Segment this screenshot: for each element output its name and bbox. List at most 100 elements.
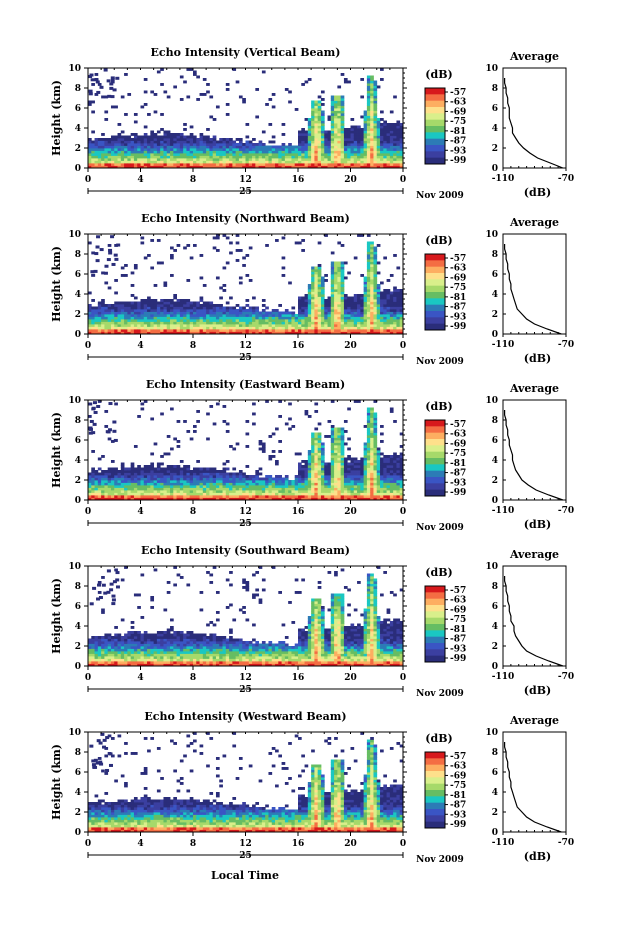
heatmap-cell xyxy=(380,138,384,141)
heatmap-cell xyxy=(353,495,358,498)
heatmap-cell xyxy=(160,467,164,471)
heatmap-cell xyxy=(366,311,371,315)
heatmap-cell xyxy=(186,487,191,491)
heatmap-cell xyxy=(255,490,260,493)
heatmap-cell xyxy=(284,153,289,156)
heatmap-cell xyxy=(366,425,371,428)
heatmap-cell xyxy=(183,487,187,491)
heatmap-cell xyxy=(94,163,99,166)
heatmap-cell xyxy=(127,487,132,491)
heatmap-cell xyxy=(284,329,289,332)
heatmap-cell xyxy=(140,314,145,317)
heatmap-cell xyxy=(147,490,151,493)
heatmap-cell xyxy=(373,432,378,436)
heatmap-cell xyxy=(314,276,319,280)
heatmap-cell xyxy=(376,140,381,144)
heatmap-cell xyxy=(357,160,361,164)
heatmap-cell xyxy=(88,291,92,295)
heatmap-cell xyxy=(304,309,309,312)
heatmap-cell xyxy=(97,495,102,498)
heatmap-cell xyxy=(265,324,269,327)
heatmap-cell xyxy=(212,246,217,250)
heatmap-cell xyxy=(271,487,276,491)
heatmap-cell xyxy=(245,432,250,436)
heatmap-cell xyxy=(353,153,358,156)
heatmap-cell xyxy=(147,165,151,169)
heatmap-cell xyxy=(366,281,371,285)
heatmap-cell xyxy=(298,497,302,501)
heatmap-cell xyxy=(317,316,322,320)
heatmap-cell xyxy=(137,467,141,471)
heatmap-cell xyxy=(271,158,276,161)
heatmap-cell xyxy=(261,490,266,493)
heatmap-cell xyxy=(337,276,342,280)
heatmap-cell xyxy=(107,324,112,327)
heatmap-cell xyxy=(91,490,95,493)
heatmap-cell xyxy=(393,309,397,312)
heatmap-cell xyxy=(298,472,302,476)
heatmap-cell xyxy=(350,309,355,312)
heatmap-cell xyxy=(370,108,374,111)
heatmap-cell xyxy=(101,329,105,332)
heatmap-cell xyxy=(327,326,332,330)
heatmap-cell xyxy=(291,487,296,491)
heatmap-cell xyxy=(248,309,253,312)
heatmap-cell xyxy=(242,98,246,101)
heatmap-cell xyxy=(360,467,365,471)
heatmap-cell xyxy=(114,158,118,161)
heatmap-cell xyxy=(399,128,404,131)
heatmap-cell xyxy=(196,145,200,149)
heatmap-cell xyxy=(248,148,253,151)
heatmap-cell xyxy=(238,495,243,498)
heatmap-cell xyxy=(258,331,263,335)
heatmap-cell xyxy=(117,331,122,335)
heatmap-cell xyxy=(376,165,381,169)
heatmap-cell xyxy=(255,495,260,498)
heatmap-cell xyxy=(156,130,161,134)
heatmap-cell xyxy=(366,249,371,252)
heatmap-cell xyxy=(366,244,371,247)
heatmap-cell xyxy=(261,309,266,312)
heatmap-cell xyxy=(137,331,141,335)
heatmap-cell xyxy=(156,311,161,315)
heatmap-cell xyxy=(196,460,200,463)
heatmap-cell xyxy=(353,309,358,312)
heatmap-cell xyxy=(324,299,328,302)
heatmap-cell xyxy=(235,485,240,488)
heatmap-cell xyxy=(140,321,145,325)
heatmap-cell xyxy=(337,150,342,154)
heatmap-cell xyxy=(284,492,289,496)
heatmap-cell xyxy=(370,244,374,247)
heatmap-cell xyxy=(252,158,256,161)
heatmap-cell xyxy=(114,472,118,476)
heatmap-cell xyxy=(225,145,230,149)
heatmap-cell xyxy=(393,163,397,166)
heatmap-cell xyxy=(242,143,246,146)
heatmap-cell xyxy=(88,309,92,312)
heatmap-cell xyxy=(137,153,141,156)
heatmap-cell xyxy=(314,485,319,488)
heatmap-cell xyxy=(389,306,394,310)
heatmap-cell xyxy=(353,143,358,146)
heatmap-cell xyxy=(324,304,328,307)
heatmap-cell xyxy=(399,311,404,315)
heatmap-cell xyxy=(360,145,365,149)
heatmap-cell xyxy=(301,135,305,139)
heatmap-cell xyxy=(209,475,214,478)
heatmap-cell xyxy=(238,163,243,166)
heatmap-cell xyxy=(127,467,132,471)
heatmap-cell xyxy=(186,244,191,247)
heatmap-cell xyxy=(261,153,266,156)
heatmap-cell xyxy=(252,148,256,151)
heatmap-cell xyxy=(160,490,164,493)
heatmap-cell xyxy=(133,477,138,481)
heatmap-cell xyxy=(147,326,151,330)
heatmap-cell xyxy=(140,319,145,322)
heatmap-cell xyxy=(311,440,315,443)
heatmap-cell xyxy=(232,165,237,169)
heatmap-cell xyxy=(176,470,181,473)
heatmap-cell xyxy=(94,324,99,327)
heatmap-cell xyxy=(383,477,387,481)
heatmap-cell xyxy=(170,321,174,325)
heatmap-cell xyxy=(242,163,246,166)
